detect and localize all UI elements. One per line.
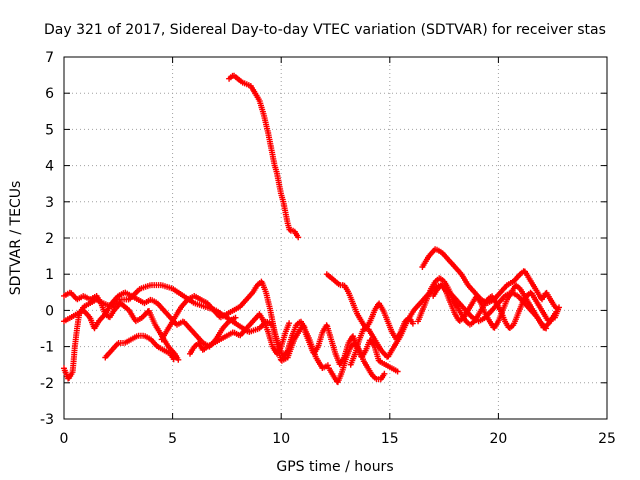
y-tick-label: -3: [40, 412, 54, 428]
y-tick-label: 7: [45, 50, 54, 66]
y-tick-label: 6: [45, 86, 54, 102]
y-tick-label: 1: [45, 267, 54, 283]
grid: [64, 57, 607, 419]
y-axis-label: SDTVAR / TECUs: [8, 181, 24, 296]
y-tick-label: 2: [45, 231, 54, 247]
y-tick-label: 5: [45, 122, 54, 138]
plot-frame: [63, 56, 608, 420]
x-axis-label: GPS time / hours: [276, 459, 393, 475]
chart-title: Day 321 of 2017, Sidereal Day-to-day VTE…: [44, 22, 606, 38]
series-trace-3: [61, 289, 239, 350]
series-trace-6: [187, 311, 293, 357]
axis-ticks: 0 5 10 15 20 25 -3 -2 -1 0 1 2 3 4 5 6 7: [40, 50, 616, 447]
series-trace-7: [226, 72, 302, 241]
x-tick-label: 25: [598, 431, 616, 447]
y-tick-label: 4: [45, 159, 54, 175]
x-tick-label: 5: [168, 431, 177, 447]
series-trace-4: [102, 332, 177, 363]
y-tick-label: 0: [45, 303, 54, 319]
series-trace-13: [419, 246, 561, 313]
data-series: [61, 72, 562, 386]
x-tick-label: 20: [489, 431, 507, 447]
x-tick-label: 10: [272, 431, 290, 447]
y-tick-label: 3: [45, 195, 54, 211]
y-tick-label: -2: [40, 376, 54, 392]
y-tick-label: -1: [40, 340, 54, 356]
x-tick-label: 0: [60, 431, 69, 447]
x-tick-label: 15: [381, 431, 399, 447]
series-trace-14: [430, 282, 550, 332]
